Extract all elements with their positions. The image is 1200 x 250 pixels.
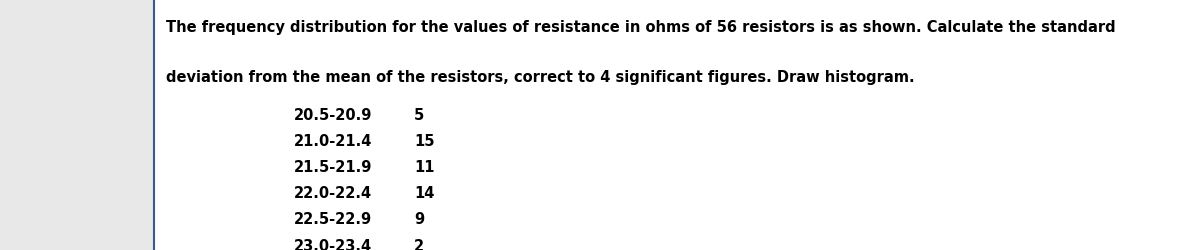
Text: The frequency distribution for the values of resistance in ohms of 56 resistors : The frequency distribution for the value… xyxy=(166,20,1115,35)
Text: 9: 9 xyxy=(414,212,424,228)
Text: 22.0-22.4: 22.0-22.4 xyxy=(294,186,372,201)
Text: 11: 11 xyxy=(414,160,434,175)
Text: 5: 5 xyxy=(414,108,425,122)
Text: 2: 2 xyxy=(414,239,424,250)
Text: 14: 14 xyxy=(414,186,434,201)
Text: 20.5-20.9: 20.5-20.9 xyxy=(294,108,372,122)
Text: 22.5-22.9: 22.5-22.9 xyxy=(294,212,372,228)
Text: deviation from the mean of the resistors, correct to 4 significant figures. Draw: deviation from the mean of the resistors… xyxy=(166,70,914,85)
Bar xyxy=(0,0,154,250)
Text: 21.5-21.9: 21.5-21.9 xyxy=(294,160,372,175)
Text: 15: 15 xyxy=(414,134,434,149)
Text: 21.0-21.4: 21.0-21.4 xyxy=(294,134,372,149)
Text: 23.0-23.4: 23.0-23.4 xyxy=(294,239,372,250)
